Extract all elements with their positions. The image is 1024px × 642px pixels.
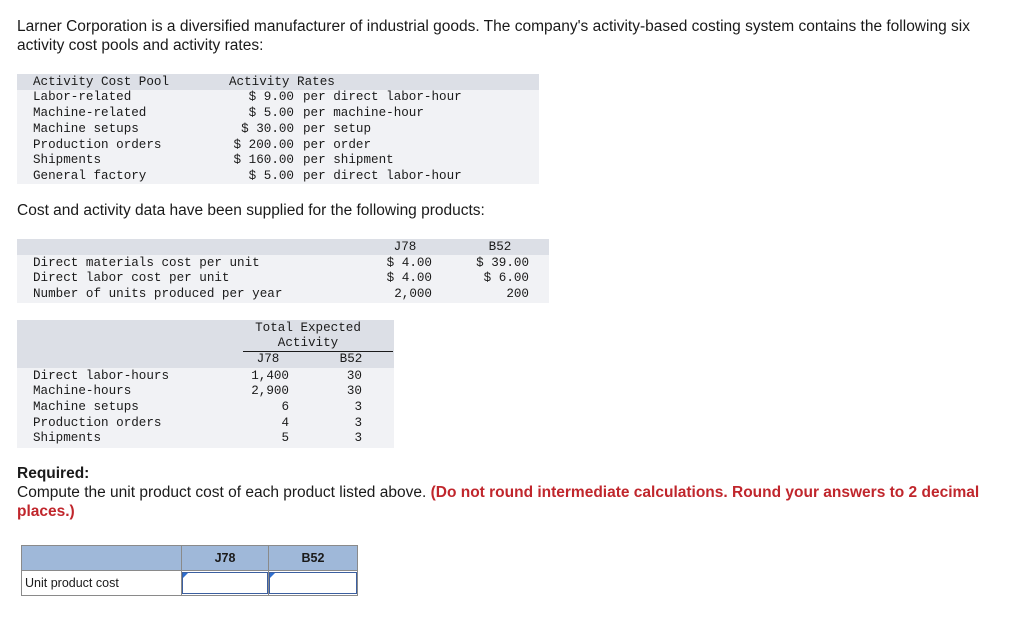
rates-body-band <box>17 90 539 184</box>
cost-row-b52: $ 6.00 <box>483 271 529 285</box>
rate-row-pool: Labor-related <box>33 90 132 104</box>
cost-row-b52: 200 <box>506 287 529 301</box>
cost-row-label: Number of units produced per year <box>33 287 283 301</box>
required-note: (Do not round intermediate calculations.… <box>17 484 980 520</box>
answer-col-b52: B52 <box>268 545 358 571</box>
cost-row-j78: 2,000 <box>394 287 432 301</box>
required-text: Compute the unit product cost of each pr… <box>17 484 431 501</box>
activity-header-band <box>17 320 394 368</box>
activity-row-label: Direct labor-hours <box>33 369 170 383</box>
cost-body-band <box>17 255 549 303</box>
rates-header-band <box>17 74 539 90</box>
rate-row-rate: $ 30.00 <box>241 122 294 136</box>
activity-col-j78: J78 <box>256 352 280 366</box>
intro-text: Larner Corporation is a diversified manu… <box>17 18 970 54</box>
answer-j78-cell <box>181 570 269 596</box>
cost-row-label: Direct materials cost per unit <box>33 256 260 270</box>
cost-row-label: Direct labor cost per unit <box>33 271 230 285</box>
rate-row-pool: Machine setups <box>33 122 139 136</box>
activity-header-line1: Total Expected <box>255 321 361 335</box>
cost-row-j78: $ 4.00 <box>386 271 432 285</box>
rates-header-rates: Activity Rates <box>229 75 335 89</box>
cost-row-j78: $ 4.00 <box>386 256 432 270</box>
rate-row-unit: per shipment <box>303 153 394 167</box>
rate-row-rate: $ 5.00 <box>248 169 294 183</box>
rate-row-pool: Production orders <box>33 138 162 152</box>
activity-row-j78: 5 <box>281 431 289 445</box>
rate-row-unit: per order <box>303 138 372 152</box>
rate-row-unit: per direct labor-hour <box>303 169 462 183</box>
rate-row-unit: per direct labor-hour <box>303 90 462 104</box>
rate-row-rate: $ 160.00 <box>233 153 294 167</box>
answer-row-label: Unit product cost <box>21 570 182 596</box>
rate-row-unit: per setup <box>303 122 372 136</box>
cost-row-b52: $ 39.00 <box>476 256 529 270</box>
activity-row-label: Machine-hours <box>33 384 132 398</box>
rate-row-pool: General factory <box>33 169 147 183</box>
cost-header-band <box>17 239 549 255</box>
activity-row-b52: 3 <box>354 416 362 430</box>
activity-row-b52: 30 <box>346 369 362 383</box>
answer-header-blank <box>21 545 182 571</box>
activity-row-label: Machine setups <box>33 400 139 414</box>
activity-row-b52: 3 <box>354 431 362 445</box>
activity-row-label: Production orders <box>33 416 162 430</box>
required-instructions: Compute the unit product cost of each pr… <box>17 483 1012 521</box>
required-title: Required: <box>17 465 90 482</box>
cost-col-b52: B52 <box>488 240 512 254</box>
answer-table: J78 B52 Unit product cost <box>21 545 358 596</box>
cost-col-j78: J78 <box>393 240 417 254</box>
rate-row-rate: $ 9.00 <box>248 90 294 104</box>
activity-header-line2: Activity <box>277 336 339 350</box>
activity-row-j78: 6 <box>281 400 289 414</box>
rate-row-pool: Machine-related <box>33 106 147 120</box>
rate-row-rate: $ 5.00 <box>248 106 294 120</box>
activity-row-j78: 2,900 <box>251 384 289 398</box>
answer-b52-cell <box>268 570 358 596</box>
answer-col-j78: J78 <box>181 545 269 571</box>
activity-header-rule <box>243 351 393 352</box>
rate-row-unit: per machine-hour <box>303 106 424 120</box>
unit-product-cost-b52-input[interactable] <box>269 572 357 594</box>
rates-header-pool: Activity Cost Pool <box>33 75 170 89</box>
activity-body-band <box>17 368 394 448</box>
unit-product-cost-j78-input[interactable] <box>182 572 268 594</box>
cost-intro-text: Cost and activity data have been supplie… <box>17 202 485 219</box>
rate-row-rate: $ 200.00 <box>233 138 294 152</box>
activity-row-label: Shipments <box>33 431 102 445</box>
activity-col-b52: B52 <box>339 352 363 366</box>
activity-row-b52: 3 <box>354 400 362 414</box>
activity-row-j78: 1,400 <box>251 369 289 383</box>
rate-row-pool: Shipments <box>33 153 102 167</box>
activity-row-b52: 30 <box>346 384 362 398</box>
activity-row-j78: 4 <box>281 416 289 430</box>
